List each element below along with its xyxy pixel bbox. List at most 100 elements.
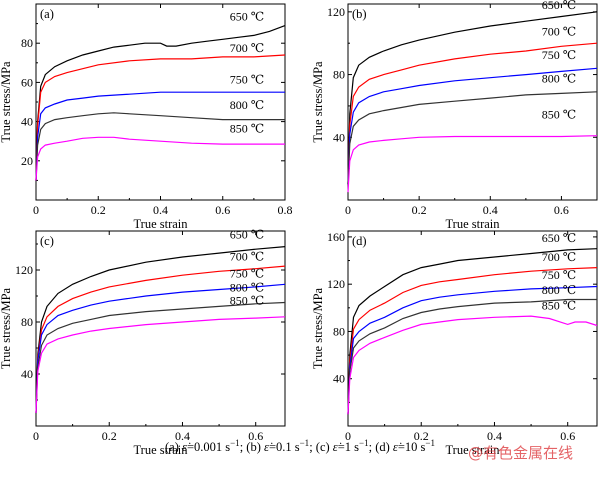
chart-panel-c: 0 0.2 0.4 0.6 40 80 120 True strain True stress/…: [0, 227, 286, 457]
x-axis-label: True strain: [133, 217, 188, 231]
panel-label: (c): [40, 234, 54, 248]
panel-label: (a): [40, 7, 54, 21]
caption-c-rate: ε̇: [332, 440, 338, 455]
y-axis-label: True stress/MPa: [0, 61, 13, 143]
y-tick-label: 40: [333, 130, 345, 144]
series-label: 700 ℃: [542, 250, 576, 264]
series-line-650: [347, 248, 598, 415]
chart-panel-b: 0 0.2 0.4 0.6 40 80 120 True strain True stress/…: [311, 0, 598, 231]
series-label: 800 ℃: [230, 98, 264, 112]
series-label: 750 ℃: [230, 72, 264, 86]
series-line-850: [347, 315, 598, 415]
series-line-700: [35, 265, 286, 414]
series-line-800: [35, 112, 285, 181]
panel-label: (d): [352, 234, 367, 248]
series-label: 800 ℃: [542, 283, 576, 297]
y-tick-label: 120: [15, 263, 33, 277]
caption-d-rate: ε̇: [392, 440, 398, 455]
caption-d-label: (d): [375, 440, 390, 455]
x-axis-label: True strain: [445, 217, 500, 231]
chart-panel-d: 0 0.2 0.4 0.6 40 80 120 160 True strain True stre…: [311, 230, 598, 457]
x-tick-label: 0.4: [175, 429, 190, 443]
caption-b-rate: ε̇: [264, 440, 269, 455]
x-tick-label: 0.6: [560, 429, 575, 443]
panel-label: (b): [352, 7, 367, 21]
y-tick-label: 80: [333, 68, 345, 82]
series-line-750: [347, 285, 598, 415]
plot-frame: [35, 230, 286, 427]
y-tick-label: 80: [21, 315, 33, 329]
caption-a-exp: −1: [230, 438, 240, 448]
x-tick-label: 0: [345, 203, 351, 217]
y-tick-label: 40: [21, 367, 33, 381]
plot-frame: [347, 230, 598, 427]
watermark-text: @有色金属在线: [468, 444, 574, 462]
series-label: 850 ℃: [230, 121, 264, 135]
x-axis-label: True strain: [133, 443, 188, 457]
y-tick-label: 40: [333, 372, 345, 386]
series-label: 700 ℃: [542, 24, 576, 38]
x-tick-label: 0.2: [414, 429, 429, 443]
series-line-850: [35, 136, 285, 181]
y-tick-label: 40: [21, 115, 33, 129]
y-tick-label: 120: [327, 277, 345, 291]
caption-a-value: =0.001 s: [186, 440, 231, 455]
series-label: 650 ℃: [230, 10, 264, 24]
caption-a-label: (a): [165, 440, 179, 455]
x-tick-label: 0.6: [215, 203, 230, 217]
x-tick-label: 0.6: [248, 429, 263, 443]
series-line-650: [35, 25, 286, 181]
caption-d-exp: −1: [425, 438, 435, 448]
y-tick-label: 120: [327, 5, 345, 19]
series-line-750: [35, 91, 285, 181]
y-tick-label: 20: [21, 154, 33, 168]
x-tick-label: 0.2: [412, 203, 427, 217]
series-line-800: [347, 91, 598, 185]
figure-caption: (a) ε̇=0.001 s−1; (b) ε̇=0.1 s−1; (c) ε̇…: [0, 438, 600, 468]
y-tick-label: 160: [327, 230, 345, 244]
series-label: 800 ℃: [542, 72, 576, 86]
series-label: 850 ℃: [542, 108, 576, 122]
chart-panel-a: 0 0.2 0.4 0.6 0.8 20 40 60 80 True strain True str…: [0, 3, 293, 231]
x-tick-label: 0: [33, 429, 39, 443]
x-tick-label: 0.4: [483, 203, 498, 217]
caption-sep: ;: [239, 440, 244, 455]
series-line-650: [35, 246, 286, 414]
series-label: 750 ℃: [230, 266, 264, 280]
x-tick-label: 0.8: [278, 203, 293, 217]
x-tick-label: 0.2: [91, 203, 106, 217]
y-tick-label: 80: [21, 36, 33, 50]
series-label: 700 ℃: [230, 41, 264, 55]
series-line-800: [347, 298, 597, 415]
caption-b-exp: −1: [299, 438, 310, 448]
series-label: 850 ℃: [542, 299, 576, 313]
series-label: 700 ℃: [230, 250, 264, 264]
series-line-850: [35, 316, 286, 414]
caption-sep: ;: [309, 440, 313, 455]
series-line-800: [35, 301, 286, 414]
series-label: 750 ℃: [542, 48, 576, 62]
caption-d-value: =10 s: [397, 440, 426, 455]
series-line-850: [347, 135, 598, 193]
series-line-750: [347, 67, 598, 185]
caption-b-label: (b): [246, 440, 261, 455]
x-axis-label: True strain: [445, 443, 500, 457]
series-label: 650 ℃: [542, 0, 576, 12]
y-axis-label: True stress/MPa: [311, 61, 325, 143]
y-axis-label: True stress/MPa: [0, 287, 13, 369]
series-line-700: [347, 42, 598, 185]
caption-c-value: =1 s: [337, 440, 360, 455]
plot-frame: [347, 3, 598, 201]
x-tick-label: 0.6: [554, 203, 569, 217]
caption-sep: ;: [368, 440, 373, 455]
caption-a-rate: ε̇: [182, 440, 187, 455]
caption-c-exp: −1: [359, 438, 369, 448]
series-label: 750 ℃: [542, 268, 576, 282]
x-tick-label: 0: [33, 203, 39, 217]
y-tick-label: 80: [333, 324, 345, 338]
series-label: 650 ℃: [230, 227, 264, 241]
series-label: 800 ℃: [230, 281, 264, 295]
caption-c-label: (c): [315, 440, 330, 455]
series-line-700: [347, 267, 598, 415]
